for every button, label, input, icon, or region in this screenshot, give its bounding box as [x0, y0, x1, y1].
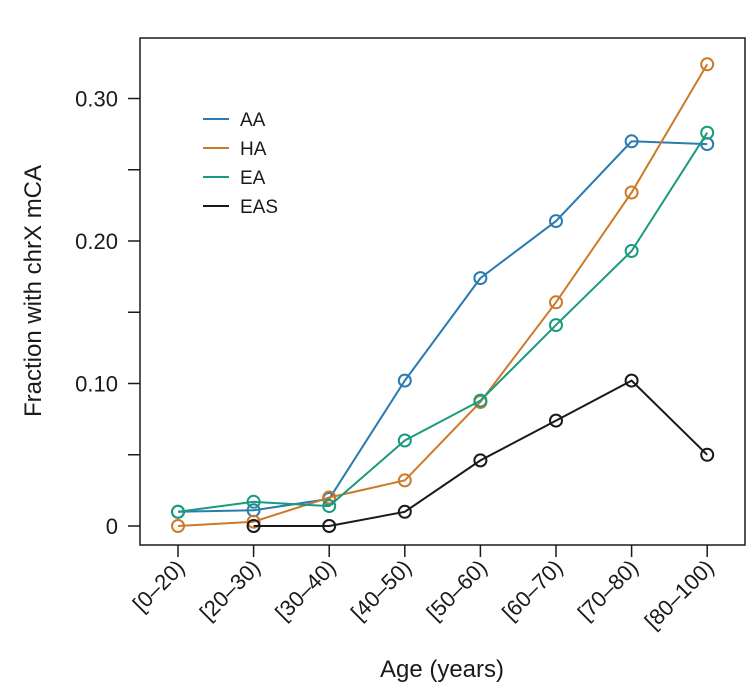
x-tick-label: [40–50) — [346, 555, 416, 625]
data-point — [624, 244, 639, 258]
data-point — [700, 125, 715, 140]
data-point — [246, 494, 261, 509]
data-point — [700, 57, 715, 72]
series-line — [253, 379, 708, 527]
x-tick-label: [30–40) — [270, 555, 340, 625]
x-tick-label: [60–70) — [497, 555, 567, 625]
data-point — [322, 490, 337, 505]
x-axis-label: Age (years) — [380, 656, 504, 683]
series-ea — [171, 125, 715, 519]
y-tick-label: 0 — [106, 514, 118, 539]
data-point — [624, 134, 639, 149]
x-tick-label: [0–20) — [128, 555, 190, 617]
data-point — [624, 373, 639, 388]
legend: AA HA EA EAS — [203, 110, 278, 218]
legend-label: AA — [240, 110, 266, 131]
x-tick-label: [50–60) — [421, 555, 491, 625]
data-point — [549, 318, 563, 333]
data-point — [549, 413, 563, 428]
data-point — [473, 393, 488, 408]
data-point — [322, 519, 337, 533]
x-tick-label: [80–100) — [640, 555, 719, 634]
legend-item: EAS — [203, 197, 278, 218]
y-axis-label: Fraction with chrX mCA — [20, 165, 47, 417]
series-layer — [171, 57, 715, 533]
data-point — [171, 504, 185, 519]
y-axis: 0 0.10 0.20 0.30 — [75, 87, 140, 539]
x-tick-label: [20–30) — [195, 555, 265, 625]
data-point — [322, 499, 337, 514]
data-point — [246, 519, 261, 533]
y-tick-label: 0.10 — [75, 372, 118, 397]
x-axis: [0–20) [20–30) [30–40) [40–50) [50–60) [60–70… — [128, 545, 719, 634]
data-point — [700, 447, 715, 462]
data-point — [397, 504, 412, 519]
series-line — [177, 132, 709, 513]
legend-item: AA — [203, 110, 266, 131]
series-eas — [246, 373, 715, 533]
data-point — [624, 185, 639, 200]
series-line — [177, 63, 709, 527]
legend-label: EAS — [240, 197, 278, 218]
legend-item: EA — [203, 168, 266, 189]
data-point — [246, 514, 261, 529]
series-line — [177, 140, 708, 513]
data-point — [549, 214, 563, 229]
data-point — [171, 519, 185, 533]
plot-frame — [139, 37, 746, 546]
data-point — [473, 271, 488, 286]
data-point — [397, 373, 412, 388]
legend-item: HA — [203, 139, 267, 160]
data-point — [397, 433, 412, 448]
y-tick-label: 0.30 — [75, 87, 118, 112]
legend-label: EA — [240, 168, 266, 189]
data-point — [549, 295, 563, 310]
y-tick-label: 0.20 — [75, 229, 118, 254]
data-point — [473, 453, 488, 468]
x-tick-label: [70–80) — [573, 555, 643, 625]
legend-label: HA — [240, 139, 267, 160]
data-point — [397, 473, 412, 488]
